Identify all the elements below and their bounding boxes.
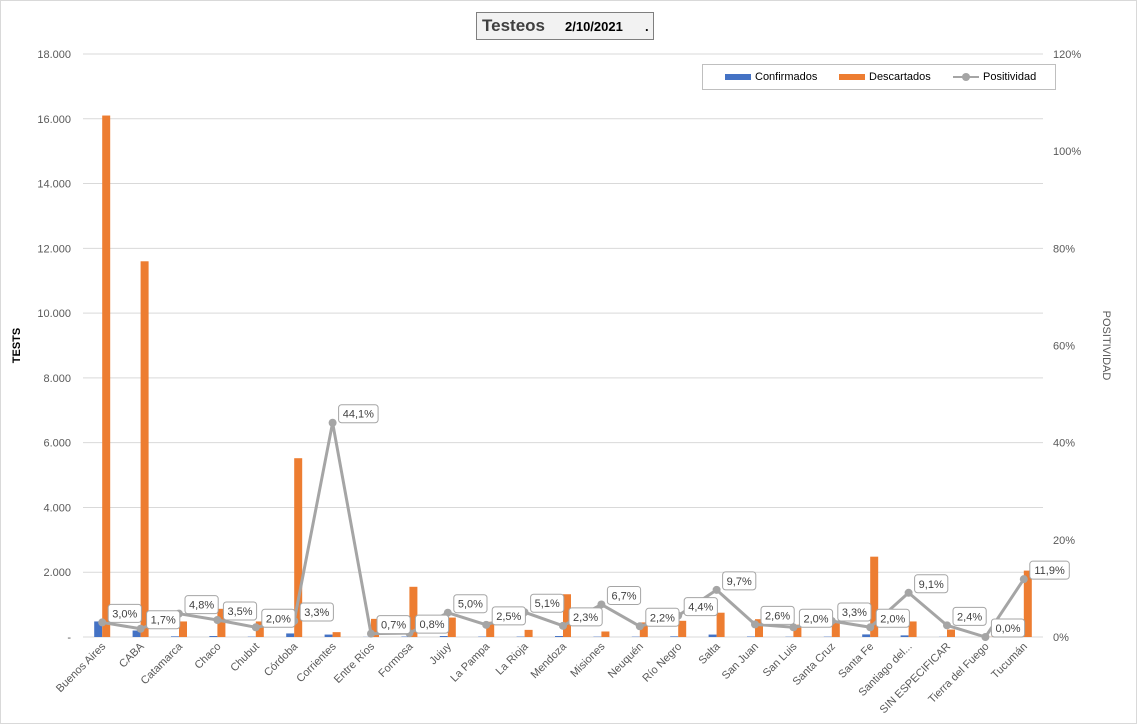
- legend-label-confirmados: Confirmados: [755, 71, 818, 83]
- chart-title: Testeos: [482, 16, 545, 35]
- legend-item-positividad: Positividad: [953, 71, 1036, 83]
- chart-date: 2/10/2021: [565, 19, 623, 34]
- legend-item-confirmados: Confirmados: [725, 71, 817, 83]
- legend-swatch-descartados: [839, 74, 865, 80]
- legend: Confirmados Descartados Positividad: [702, 64, 1056, 90]
- chart-title-box: Testeos 2/10/2021 .: [476, 12, 654, 40]
- chart-title-dot: .: [645, 19, 649, 34]
- legend-line-positividad: [953, 73, 979, 81]
- legend-label-descartados: Descartados: [869, 71, 931, 83]
- legend-label-positividad: Positividad: [983, 71, 1037, 83]
- legend-swatch-confirmados: [725, 74, 751, 80]
- legend-item-descartados: Descartados: [839, 71, 931, 83]
